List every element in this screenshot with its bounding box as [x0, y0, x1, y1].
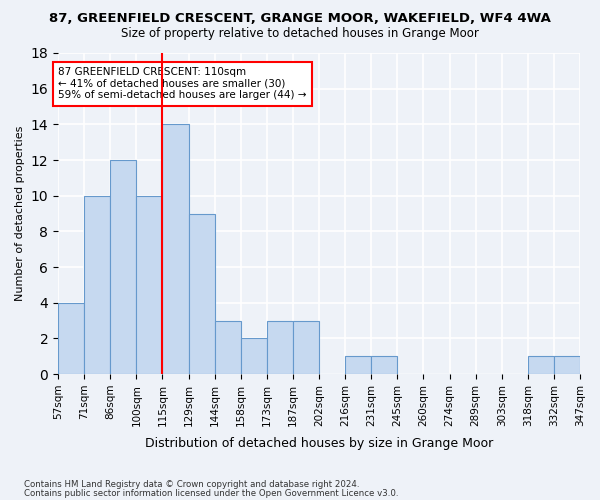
Bar	[110, 160, 136, 374]
Bar	[136, 196, 163, 374]
Text: Size of property relative to detached houses in Grange Moor: Size of property relative to detached ho…	[121, 28, 479, 40]
Text: Contains HM Land Registry data © Crown copyright and database right 2024.: Contains HM Land Registry data © Crown c…	[24, 480, 359, 489]
X-axis label: Distribution of detached houses by size in Grange Moor: Distribution of detached houses by size …	[145, 437, 493, 450]
Bar	[241, 338, 267, 374]
Bar	[58, 302, 84, 374]
Bar	[528, 356, 554, 374]
Text: Contains public sector information licensed under the Open Government Licence v3: Contains public sector information licen…	[24, 488, 398, 498]
Bar	[293, 320, 319, 374]
Bar	[215, 320, 241, 374]
Bar	[84, 196, 110, 374]
Y-axis label: Number of detached properties: Number of detached properties	[15, 126, 25, 301]
Bar	[188, 214, 215, 374]
Text: 87, GREENFIELD CRESCENT, GRANGE MOOR, WAKEFIELD, WF4 4WA: 87, GREENFIELD CRESCENT, GRANGE MOOR, WA…	[49, 12, 551, 26]
Text: 87 GREENFIELD CRESCENT: 110sqm
← 41% of detached houses are smaller (30)
59% of : 87 GREENFIELD CRESCENT: 110sqm ← 41% of …	[58, 68, 307, 100]
Bar	[267, 320, 293, 374]
Bar	[345, 356, 371, 374]
Bar	[163, 124, 188, 374]
Bar	[554, 356, 580, 374]
Bar	[371, 356, 397, 374]
